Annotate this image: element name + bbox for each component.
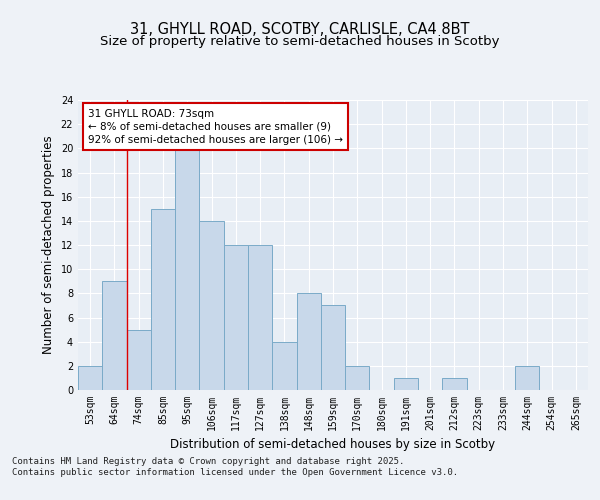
Text: Contains HM Land Registry data © Crown copyright and database right 2025.
Contai: Contains HM Land Registry data © Crown c…	[12, 458, 458, 477]
Bar	[321, 306, 345, 390]
Bar	[272, 342, 296, 390]
Bar	[248, 245, 272, 390]
Text: 31, GHYLL ROAD, SCOTBY, CARLISLE, CA4 8BT: 31, GHYLL ROAD, SCOTBY, CARLISLE, CA4 8B…	[130, 22, 470, 38]
Text: Size of property relative to semi-detached houses in Scotby: Size of property relative to semi-detach…	[100, 35, 500, 48]
Y-axis label: Number of semi-detached properties: Number of semi-detached properties	[42, 136, 55, 354]
Bar	[224, 245, 248, 390]
Bar	[296, 294, 321, 390]
Bar	[515, 366, 539, 390]
Bar	[151, 209, 175, 390]
Bar	[345, 366, 370, 390]
Bar	[127, 330, 151, 390]
Bar	[394, 378, 418, 390]
Bar	[199, 221, 224, 390]
Bar	[442, 378, 467, 390]
X-axis label: Distribution of semi-detached houses by size in Scotby: Distribution of semi-detached houses by …	[170, 438, 496, 452]
Bar	[102, 281, 127, 390]
Text: 31 GHYLL ROAD: 73sqm
← 8% of semi-detached houses are smaller (9)
92% of semi-de: 31 GHYLL ROAD: 73sqm ← 8% of semi-detach…	[88, 108, 343, 145]
Bar	[78, 366, 102, 390]
Bar	[175, 148, 199, 390]
